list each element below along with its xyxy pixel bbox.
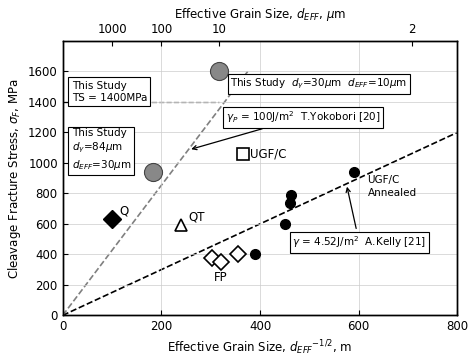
Text: This Study  $d_\gamma$=30$\mu$m  $d_{EFF}$=10$\mu$m: This Study $d_\gamma$=30$\mu$m $d_{EFF}$…	[230, 77, 408, 91]
Y-axis label: Cleavage Fracture Stress, $\sigma_F$, MPa: Cleavage Fracture Stress, $\sigma_F$, MP…	[6, 78, 23, 278]
Text: QT: QT	[188, 211, 204, 224]
Text: This Study
$d_\gamma$=84$\mu$m
$d_{EFF}$=30$\mu$m: This Study $d_\gamma$=84$\mu$m $d_{EFF}$…	[72, 128, 131, 172]
Text: UGF/C: UGF/C	[250, 147, 286, 160]
Text: $\gamma$ = 4.52J/m$^2$  A.Kelly [21]: $\gamma$ = 4.52J/m$^2$ A.Kelly [21]	[292, 188, 426, 250]
Text: UGF/C
Annealed: UGF/C Annealed	[368, 175, 417, 197]
Text: $\gamma_P$ = 100J/m$^2$  T.Yokobori [20]: $\gamma_P$ = 100J/m$^2$ T.Yokobori [20]	[192, 109, 380, 150]
Text: This Study
TS = 1400MPa: This Study TS = 1400MPa	[72, 81, 147, 103]
X-axis label: Effective Grain Size, $d_{EFF}$, $\mu$m: Effective Grain Size, $d_{EFF}$, $\mu$m	[174, 5, 346, 23]
Text: FP: FP	[214, 271, 228, 284]
Text: Q: Q	[119, 205, 128, 218]
X-axis label: Effective Grain Size, $d_{EFF}$$^{-1/2}$, m: Effective Grain Size, $d_{EFF}$$^{-1/2}$…	[167, 339, 353, 358]
